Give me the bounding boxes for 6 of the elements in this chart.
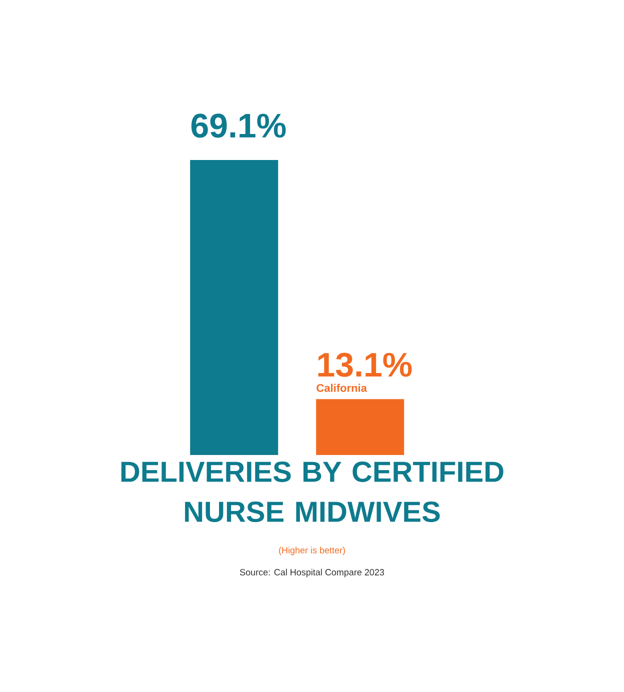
source-note: Source: Cal Hospital Compare 2023 (240, 568, 384, 578)
text: DELIVERIES BY CERTIFIED NURSE MIDWIVES (121, 462, 504, 522)
text: (Higher is better) (279, 546, 345, 556)
x-tick-label: California (316, 384, 367, 392)
data-label: 69.1% (191, 114, 286, 138)
data-label: 13.1% (318, 352, 412, 377)
